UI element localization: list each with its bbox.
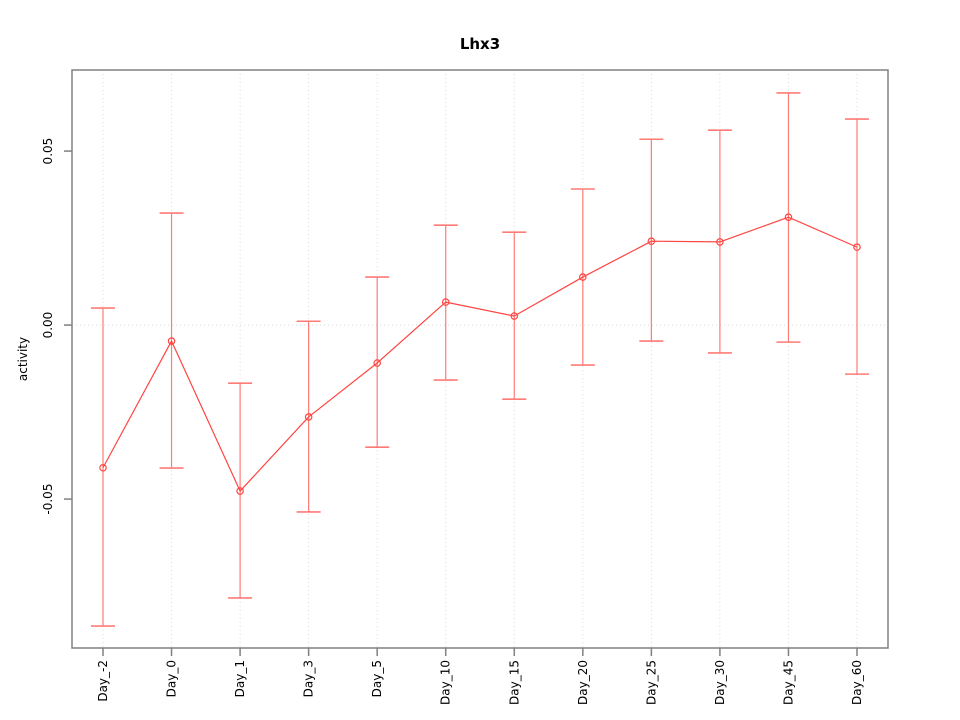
data-point [853,243,861,251]
x-tick-label: Day_5 [370,660,384,697]
data-point [441,298,450,306]
data-point [167,337,176,345]
data-point [99,463,107,472]
data-point [784,213,793,221]
data-point [510,312,519,320]
x-tick-label: Day_20 [576,660,590,705]
x-tick-label: Day_45 [781,660,795,705]
series-line [102,216,858,492]
x-tick-label: Day_30 [713,660,727,705]
grid-layer [72,70,888,648]
y-axis-label: activity [16,337,30,381]
x-tick-label: Day_-2 [96,660,110,702]
x-tick-label: Day_60 [850,660,864,705]
x-tick-label: Day_10 [439,660,453,705]
x-tick-label: Day_0 [165,660,179,697]
data-point [716,238,724,246]
line-layer [102,216,858,492]
y-tick-label: 0.00 [41,312,55,339]
data-point [647,237,656,246]
y-tick-label: -0.05 [41,484,55,515]
axis-layer: Day_-2 Day_0 Day_1 Day_3 Day_5 Day_10 Day_15 Da… [41,138,864,705]
x-tick-label: Day_3 [302,660,316,697]
data-point [373,359,381,367]
errorbar-layer [91,92,869,627]
x-tick-label: Day_25 [644,660,658,705]
x-tick-label: Day_1 [233,660,247,697]
plot-frame [71,69,889,649]
data-point [579,273,587,281]
y-tick-label: 0.05 [41,138,55,165]
chart-title: Lhx3 [460,35,500,53]
x-tick-label: Day_15 [507,660,521,705]
data-point [304,413,313,421]
data-point [236,487,244,495]
point-layer [99,213,861,495]
